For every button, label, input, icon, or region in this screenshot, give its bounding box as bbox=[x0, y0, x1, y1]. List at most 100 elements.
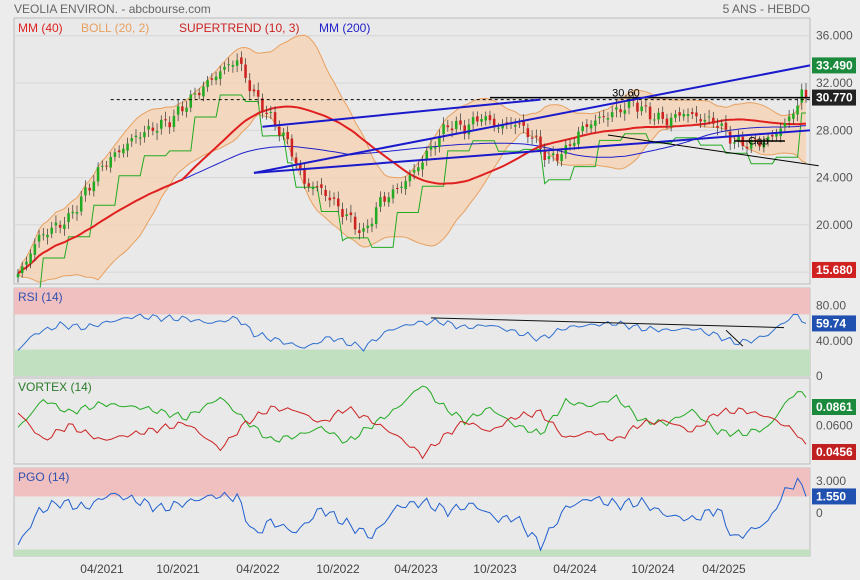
candle-body bbox=[602, 116, 606, 118]
candle-body bbox=[775, 133, 778, 137]
candle-body bbox=[690, 112, 694, 114]
x-tick-label: 04/2024 bbox=[553, 562, 597, 576]
candle-body bbox=[282, 132, 285, 136]
candle-body bbox=[421, 162, 424, 170]
vortex-plus-value: 0.0861 bbox=[816, 400, 853, 414]
rsi-legend: RSI (14) bbox=[18, 290, 63, 304]
candle-body bbox=[446, 125, 450, 128]
candle-body bbox=[530, 137, 534, 139]
candle-body bbox=[273, 112, 277, 126]
candle-body bbox=[796, 105, 799, 115]
pgo-lower-zone bbox=[14, 549, 810, 556]
price-legend-item: BOLL (20, 2) bbox=[81, 21, 149, 35]
vortex-minus-line bbox=[17, 405, 807, 460]
vortex-panel bbox=[13, 377, 811, 465]
candle-body bbox=[105, 165, 108, 167]
candle-body bbox=[147, 126, 150, 130]
candle-body bbox=[164, 119, 167, 121]
candle-body bbox=[46, 234, 49, 238]
support-line bbox=[607, 134, 819, 167]
candle-body bbox=[674, 114, 677, 118]
candle-body bbox=[218, 71, 222, 79]
candle-body bbox=[277, 126, 281, 136]
candle-body bbox=[787, 116, 791, 121]
candle-body bbox=[172, 115, 176, 128]
last-close-value: 30.770 bbox=[816, 91, 853, 105]
candle-body bbox=[648, 106, 652, 120]
candle-body bbox=[244, 64, 247, 78]
candle-body bbox=[42, 234, 45, 236]
rsi-last-value-bg bbox=[812, 315, 856, 332]
candle-body bbox=[71, 211, 75, 214]
candle-body bbox=[589, 124, 593, 129]
candle-body bbox=[699, 119, 702, 122]
rsi-support-line bbox=[725, 329, 744, 347]
x-tick-label: 04/2023 bbox=[394, 562, 438, 576]
candle-body bbox=[210, 78, 214, 80]
candle-body bbox=[383, 196, 386, 202]
candle-body bbox=[143, 132, 146, 138]
candle-body bbox=[126, 143, 129, 151]
candle-body bbox=[349, 212, 353, 216]
candle-body bbox=[585, 124, 589, 128]
candle-body bbox=[454, 120, 458, 130]
bollinger-band-fill bbox=[18, 35, 806, 283]
candle-body bbox=[130, 138, 134, 142]
candle-body bbox=[619, 109, 622, 113]
candle-body bbox=[640, 106, 643, 112]
candle-body bbox=[294, 157, 298, 164]
price-tick-label: 28.000 bbox=[816, 123, 853, 137]
candle-body bbox=[792, 113, 795, 119]
chart-title: VEOLIA ENVIRON. - abcbourse.com bbox=[14, 2, 211, 16]
candle-body bbox=[370, 223, 374, 227]
candle-body bbox=[202, 86, 205, 97]
vortex-legend: VORTEX (14) bbox=[18, 380, 92, 394]
candle-body bbox=[513, 125, 517, 127]
candle-body bbox=[33, 244, 37, 255]
candle-body bbox=[151, 127, 155, 131]
price-tick-label: 20.000 bbox=[816, 218, 853, 232]
candle-body bbox=[695, 112, 698, 117]
candle-body bbox=[206, 80, 209, 88]
candle-body bbox=[88, 187, 91, 191]
candle-body bbox=[703, 119, 707, 122]
candle-body bbox=[678, 112, 681, 116]
candle-body bbox=[572, 142, 576, 146]
candle-body bbox=[712, 117, 715, 124]
candle-body bbox=[716, 125, 719, 128]
candle-body bbox=[442, 124, 445, 135]
candle-body bbox=[345, 214, 348, 217]
channel-segment-line bbox=[262, 98, 541, 128]
candle-body bbox=[450, 128, 454, 131]
candle-body bbox=[341, 209, 344, 218]
candle-body bbox=[160, 119, 163, 129]
x-tick-label: 10/2022 bbox=[316, 562, 360, 576]
pgo-tick-label: 3.000 bbox=[816, 474, 846, 488]
candle-body bbox=[724, 122, 728, 130]
candle-body bbox=[366, 225, 370, 228]
candle-body bbox=[505, 122, 509, 124]
candle-body bbox=[404, 181, 407, 190]
x-tick-label: 04/2022 bbox=[236, 562, 280, 576]
price-tick-label: 32.000 bbox=[816, 76, 853, 90]
candle-body bbox=[459, 120, 462, 125]
rsi-tick-label: 0 bbox=[816, 369, 823, 383]
candle-body bbox=[328, 197, 332, 201]
candle-body bbox=[745, 146, 749, 149]
gap-label: Gap bbox=[748, 135, 769, 147]
lower-value-badge: 15.680 bbox=[816, 263, 853, 277]
candle-body bbox=[324, 189, 327, 197]
candle-body bbox=[286, 132, 289, 140]
candle-body bbox=[96, 167, 100, 182]
candle-body bbox=[471, 117, 475, 125]
candle-body bbox=[665, 118, 669, 126]
candle-body bbox=[623, 110, 627, 114]
pgo-last-value: 1.550 bbox=[816, 489, 846, 503]
candle-body bbox=[252, 89, 256, 92]
candle-body bbox=[429, 145, 433, 150]
candle-body bbox=[463, 125, 466, 134]
candle-body bbox=[408, 175, 412, 182]
candle-body bbox=[518, 123, 521, 125]
x-tick-label: 10/2021 bbox=[156, 562, 200, 576]
candle-body bbox=[543, 150, 547, 160]
